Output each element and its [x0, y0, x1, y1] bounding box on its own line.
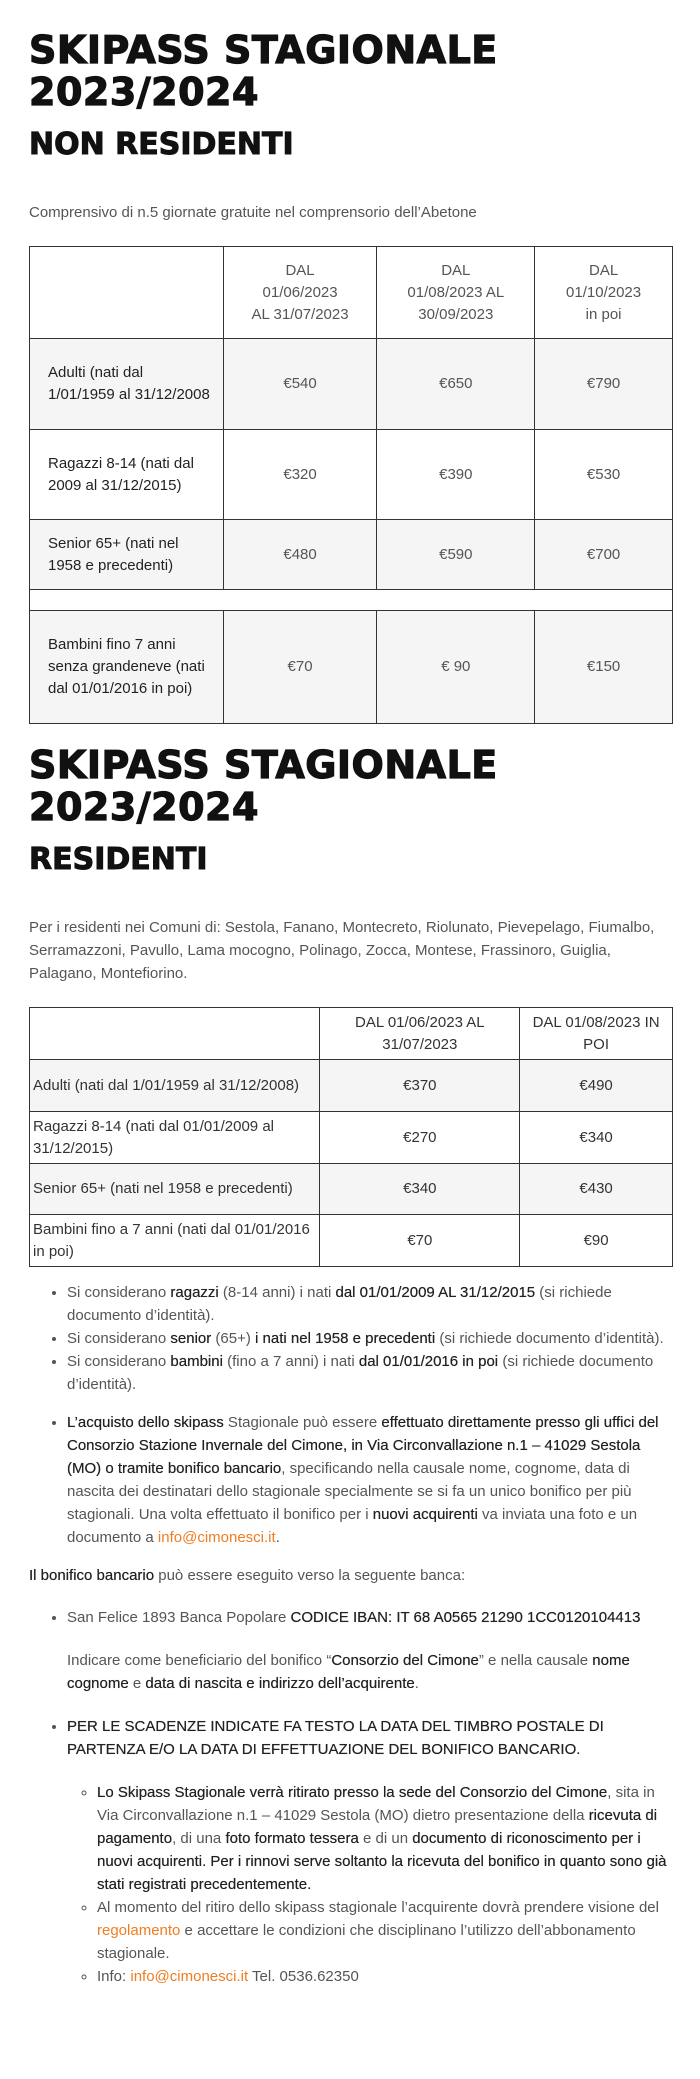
price-cell: €340 [319, 1163, 521, 1215]
table-row: Senior 65+ (nati nel 1958 e precedenti) €… [28, 1163, 673, 1215]
note-beneficiario: Indicare come beneficiario del bonifico … [67, 1652, 630, 1692]
price-table-residenti: DAL 01/06/2023 AL 31/07/2023 DAL 01/08/2… [28, 1007, 673, 1267]
price-cell [29, 246, 224, 339]
price-cell: €590 [376, 519, 536, 590]
row-label: Adulti (nati dal 1/01/1959 al 31/12/2008 [29, 338, 224, 430]
note-scadenze: PER LE SCADENZE INDICATE FA TESTO LA DAT… [67, 1715, 673, 1988]
price-cell: €270 [319, 1111, 521, 1164]
row-label: Senior 65+ (nati nel 1958 e precedenti) [29, 519, 224, 590]
row-label: Bambini fino 7 anni senza grandeneve (na… [29, 610, 224, 724]
row-label: Ragazzi 8-14 (nati dal 2009 al 31/12/201… [29, 429, 224, 520]
price-cell: € 90 [376, 610, 536, 724]
section-subtitle-non-residenti: NON RESIDENTI [29, 127, 295, 163]
price-cell: €540 [222, 338, 378, 430]
info-email-link[interactable]: info@cimonesci.it [130, 1968, 249, 1985]
note-banca: San Felice 1893 Banca Popolare CODICE IB… [67, 1606, 673, 1695]
table-row: Adulti (nati dal 1/01/1959 al 31/12/2008… [28, 1059, 673, 1112]
price-cell: €430 [519, 1163, 673, 1215]
note-acquisto: L’acquisto dello skipass Stagionale può … [67, 1411, 673, 1549]
note-bambini: Si considerano bambini (fino a 7 anni) i… [67, 1350, 673, 1396]
section-title-residenti: SKIPASS STAGIONALE 2023/2024 [28, 743, 498, 829]
table-row: Senior 65+ (nati nel 1958 e precedenti) … [29, 519, 673, 590]
price-cell: €90 [519, 1214, 673, 1267]
note-regolamento: Al momento del ritiro dello skipass stag… [97, 1896, 673, 1965]
row-label: Adulti (nati dal 1/01/1959 al 31/12/2008… [28, 1059, 321, 1112]
page-title: SKIPASS STAGIONALE 2023/2024 [28, 28, 498, 114]
purchase-list: L’acquisto dello skipass Stagionale può … [29, 1411, 673, 1549]
section-subtitle-residenti: RESIDENTI [29, 842, 209, 878]
pickup-list: Lo Skipass Stagionale verrà ritirato pre… [67, 1781, 673, 1988]
table-row: Ragazzi 8-14 (nati dal 01/01/2009 al 31/… [28, 1111, 673, 1164]
price-cell: €530 [534, 429, 673, 520]
table-row: Bambini fino a 7 anni (nati dal 01/01/20… [28, 1214, 673, 1267]
bank-list: San Felice 1893 Banca Popolare CODICE IB… [29, 1606, 673, 1988]
table-header-row: DAL 01/06/2023 AL 31/07/2023 DAL 01/08/2… [28, 1007, 673, 1060]
row-label: Bambini fino a 7 anni (nati dal 01/01/20… [28, 1214, 321, 1267]
age-notes-list: Si considerano ragazzi (8-14 anni) i nat… [29, 1281, 673, 1396]
price-cell: €70 [319, 1214, 521, 1267]
price-cell: €70 [222, 610, 378, 724]
table-row: Ragazzi 8-14 (nati dal 2009 al 31/12/201… [29, 429, 673, 520]
bonifico-intro: Il bonifico bancario può essere eseguito… [29, 1567, 466, 1584]
price-cell: €790 [534, 338, 673, 430]
note-ragazzi: Si considerano ragazzi (8-14 anni) i nat… [67, 1281, 673, 1327]
price-cell: €650 [376, 338, 536, 430]
note-senior: Si considerano senior (65+) i nati nel 1… [67, 1327, 673, 1350]
price-cell: €320 [222, 429, 378, 520]
price-cell: €490 [519, 1059, 673, 1112]
note-info: Info: info@cimonesci.it Tel. 0536.62350 [97, 1965, 673, 1988]
regolamento-link[interactable]: regolamento [97, 1922, 181, 1939]
note-ritiro: Lo Skipass Stagionale verrà ritirato pre… [97, 1781, 673, 1896]
table-row: Bambini fino 7 anni senza grandeneve (na… [29, 610, 673, 724]
price-cell: €150 [534, 610, 673, 724]
row-label: Ragazzi 8-14 (nati dal 01/01/2009 al 31/… [28, 1111, 321, 1164]
column-header: DAL 01/06/2023 AL 31/07/2023 [222, 246, 378, 339]
table-spacer-row [29, 589, 673, 611]
row-label: Senior 65+ (nati nel 1958 e precedenti) [28, 1163, 321, 1215]
price-cell [28, 1007, 321, 1060]
column-header: DAL 01/08/2023 AL 30/09/2023 [376, 246, 536, 339]
column-header: DAL 01/10/2023 in poi [534, 246, 673, 339]
table-row: Adulti (nati dal 1/01/1959 al 31/12/2008… [29, 338, 673, 430]
price-cell: €370 [319, 1059, 521, 1112]
price-cell: €700 [534, 519, 673, 590]
price-cell [29, 589, 673, 611]
intro-residenti: Per i residenti nei Comuni di: Sestola, … [29, 919, 655, 982]
column-header: DAL 01/06/2023 AL 31/07/2023 [319, 1007, 521, 1060]
price-cell: €340 [519, 1111, 673, 1164]
price-table-non-residenti: DAL 01/06/2023 AL 31/07/2023 DAL 01/08/2023… [29, 246, 673, 724]
email-link[interactable]: info@cimonesci.it [157, 1529, 276, 1546]
table-header-row: DAL 01/06/2023 AL 31/07/2023 DAL 01/08/2023… [29, 246, 673, 339]
intro-non-residenti: Comprensivo di n.5 giornate gratuite nel… [29, 204, 477, 221]
price-cell: €390 [376, 429, 536, 520]
price-cell: €480 [222, 519, 378, 590]
column-header: DAL 01/08/2023 IN POI [519, 1007, 673, 1060]
